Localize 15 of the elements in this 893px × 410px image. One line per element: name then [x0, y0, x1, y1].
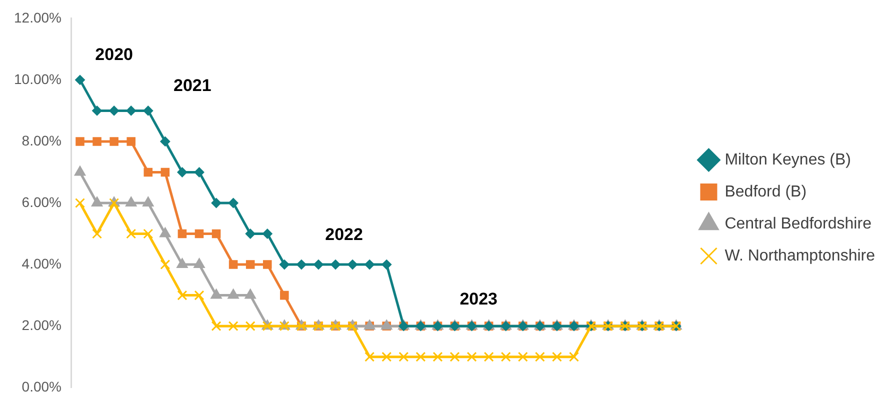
y-tick-label: 6.00% — [22, 194, 62, 210]
y-tick-label: 8.00% — [22, 132, 62, 148]
y-tick-label: 0.00% — [22, 378, 62, 394]
y-tick-label: 4.00% — [22, 255, 62, 272]
annotation: 2021 — [174, 76, 212, 95]
y-tick-label: 2.00% — [22, 316, 62, 333]
annotation: 2023 — [460, 290, 498, 309]
annotation: 2022 — [325, 224, 363, 244]
annotation: 2020 — [95, 45, 133, 64]
legend-label: Central Bedfordshire — [724, 215, 872, 232]
y-tick-label: 12.00% — [14, 9, 62, 26]
y-tick-label: 10.00% — [14, 70, 62, 87]
legend-label: Milton Keynes (B) — [724, 151, 851, 168]
legend-label: Bedford (B) — [724, 183, 807, 200]
legend-label: W. Northamptonshire — [724, 247, 876, 264]
